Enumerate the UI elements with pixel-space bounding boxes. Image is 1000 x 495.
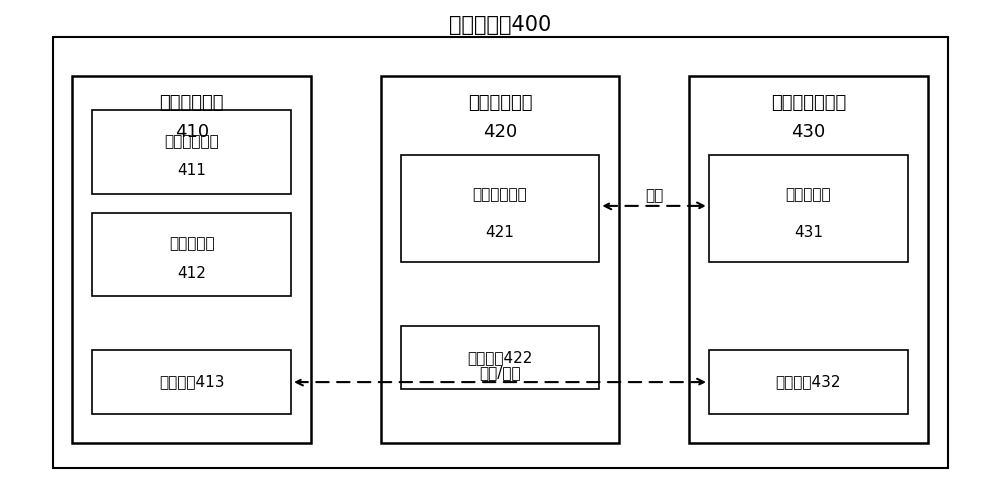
Bar (401, 154, 599, 262)
Text: 411: 411 (177, 163, 206, 178)
Text: 仿真模拟器400: 仿真模拟器400 (449, 15, 551, 35)
Bar (92, 350, 291, 414)
Text: 路由模块432: 路由模块432 (776, 375, 841, 390)
Bar (689, 76, 928, 444)
Text: 上位机通信模组: 上位机通信模组 (771, 94, 846, 112)
Bar (72, 76, 311, 444)
Text: 交采仿真模块: 交采仿真模块 (164, 134, 219, 148)
Bar (709, 350, 908, 414)
Bar (53, 37, 948, 468)
Text: 412: 412 (177, 266, 206, 281)
Bar (401, 326, 599, 390)
Text: 底板仿真模组: 底板仿真模组 (159, 94, 224, 112)
Text: 410: 410 (175, 123, 209, 142)
Text: 420: 420 (483, 123, 517, 142)
Text: 串口服务器: 串口服务器 (785, 187, 831, 202)
Text: 以太网模块: 以太网模块 (169, 237, 215, 251)
Text: 通信仿真模组: 通信仿真模组 (468, 94, 532, 112)
Text: 430: 430 (791, 123, 825, 142)
Text: 串口: 串口 (645, 189, 663, 203)
Bar (381, 76, 619, 444)
Text: 通信仿真模块: 通信仿真模块 (473, 187, 527, 202)
Bar (709, 154, 908, 262)
Text: 431: 431 (794, 225, 823, 240)
Text: 电源模块422: 电源模块422 (467, 350, 533, 365)
Bar (92, 110, 291, 194)
Bar (92, 213, 291, 297)
Text: 串口/网线: 串口/网线 (479, 365, 521, 380)
Text: 电源模块413: 电源模块413 (159, 375, 224, 390)
Text: 421: 421 (486, 225, 514, 240)
